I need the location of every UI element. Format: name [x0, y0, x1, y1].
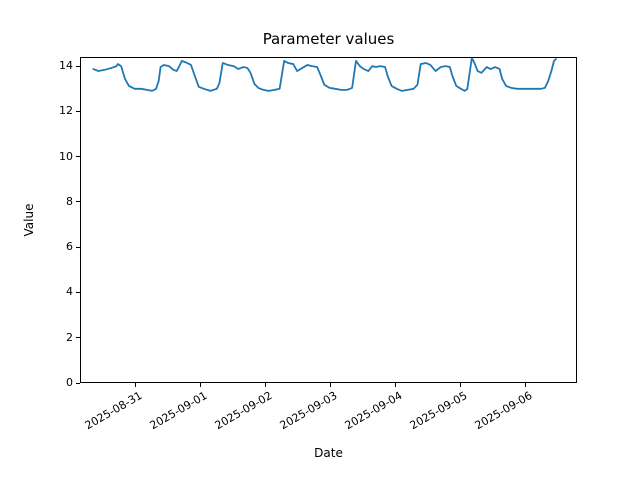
line-chart	[92, 58, 557, 92]
y-tick-label: 8	[66, 194, 73, 208]
x-tick-mark	[199, 383, 201, 387]
x-tick-mark	[524, 383, 526, 387]
x-axis-label: Date	[314, 446, 343, 460]
x-tick-mark	[459, 383, 461, 387]
y-tick-mark	[76, 156, 80, 158]
y-tick-label: 10	[59, 149, 73, 163]
x-tick-mark	[134, 383, 136, 387]
y-tick-label: 2	[66, 330, 73, 344]
y-tick-mark	[76, 65, 80, 67]
y-tick-label: 4	[66, 285, 73, 299]
x-tick-mark	[394, 383, 396, 387]
y-tick-label: 6	[66, 240, 73, 254]
y-tick-label: 0	[66, 376, 73, 389]
y-tick-mark	[76, 337, 80, 339]
y-tick-label: 14	[59, 59, 73, 73]
x-tick-mark	[264, 383, 266, 387]
y-tick-mark	[76, 110, 80, 112]
y-tick-label: 12	[59, 104, 73, 118]
plot-area	[80, 57, 577, 383]
plot-title: Parameter values	[262, 30, 395, 48]
y-axis-label: Value	[22, 203, 36, 237]
data-line-series	[92, 58, 557, 92]
y-tick-mark	[76, 382, 80, 384]
x-tick-mark	[329, 383, 331, 387]
y-tick-mark	[76, 291, 80, 293]
y-tick-mark	[76, 246, 80, 248]
y-tick-mark	[76, 201, 80, 203]
